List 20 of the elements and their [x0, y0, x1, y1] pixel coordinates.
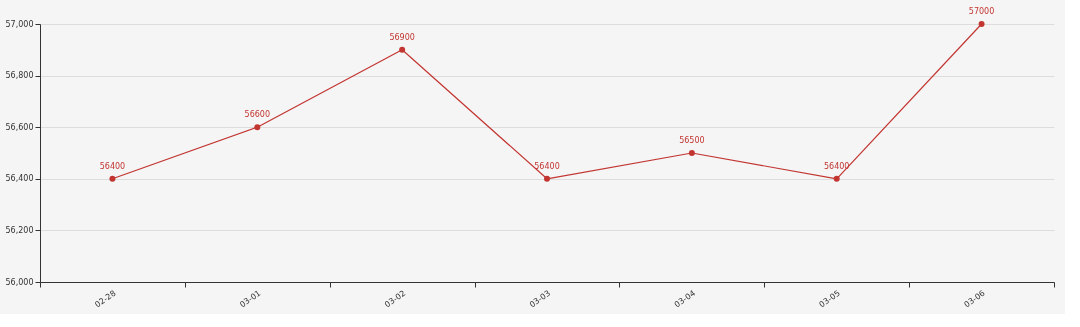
data-label: 56500 — [679, 136, 705, 145]
data-label: 57000 — [968, 7, 995, 16]
y-tick-label: 56,800 — [5, 71, 34, 81]
data-label: 56900 — [389, 32, 415, 42]
point — [399, 46, 406, 53]
y-tick-label: 56,200 — [5, 225, 34, 235]
data-label: 56600 — [244, 110, 271, 120]
y-tick-label: 56,000 — [5, 277, 34, 287]
point — [688, 150, 695, 156]
y-tick-label: 57,000 — [5, 19, 34, 29]
data-label: 56400 — [99, 161, 126, 171]
y-tick-label: 56,400 — [5, 174, 34, 184]
data-label: 56400 — [823, 161, 850, 171]
y-tick-label: 56,600 — [5, 122, 34, 132]
point — [254, 124, 261, 131]
point — [833, 175, 840, 182]
data-label: 56400 — [534, 161, 560, 171]
point — [109, 175, 116, 182]
point — [544, 175, 550, 182]
point — [978, 21, 985, 27]
